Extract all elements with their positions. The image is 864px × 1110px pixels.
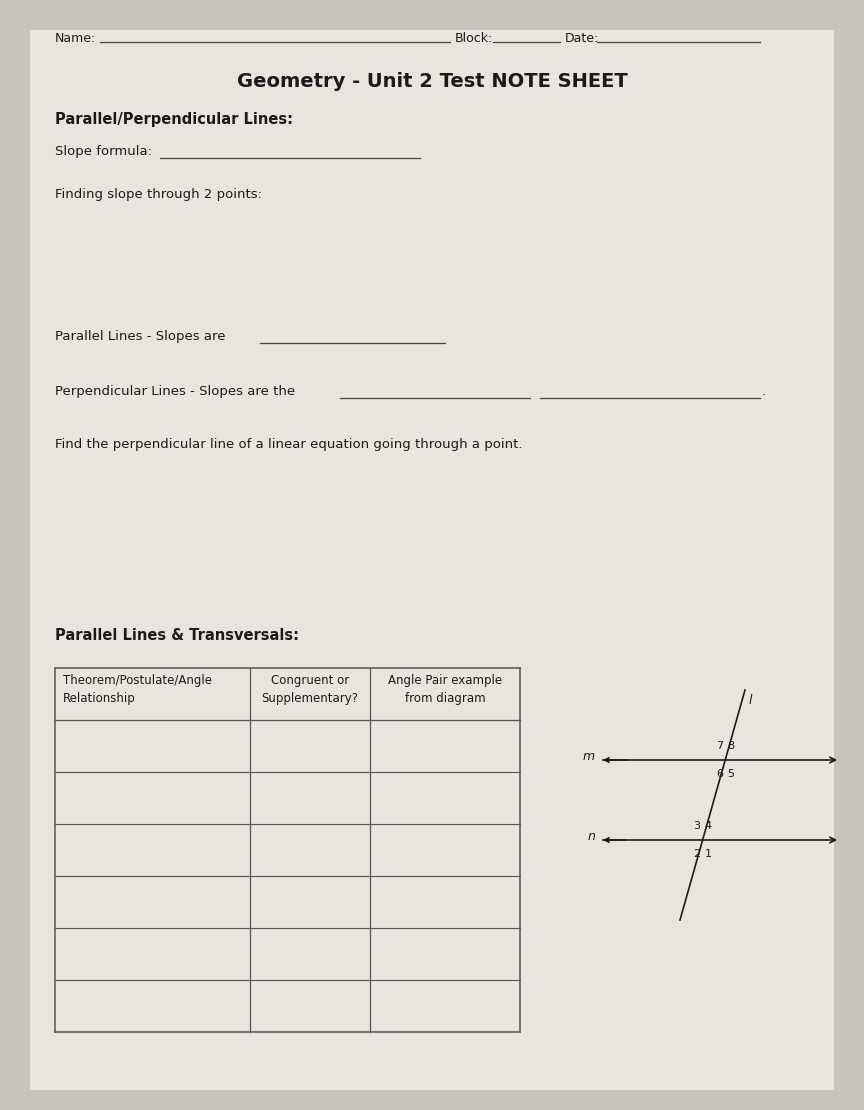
Text: .: . xyxy=(762,385,766,398)
Text: Slope formula:: Slope formula: xyxy=(55,145,152,158)
Text: Block:: Block: xyxy=(455,32,493,46)
Text: 2: 2 xyxy=(694,849,701,859)
Text: 3: 3 xyxy=(694,821,701,831)
Text: Parallel Lines & Transversals:: Parallel Lines & Transversals: xyxy=(55,628,299,643)
Text: 6: 6 xyxy=(716,769,723,779)
Text: l: l xyxy=(749,694,753,707)
Text: Date:: Date: xyxy=(565,32,600,46)
Text: Parallel Lines - Slopes are: Parallel Lines - Slopes are xyxy=(55,330,226,343)
Text: 4: 4 xyxy=(705,821,712,831)
Text: Find the perpendicular line of a linear equation going through a point.: Find the perpendicular line of a linear … xyxy=(55,438,523,451)
Text: Supplementary?: Supplementary? xyxy=(262,692,359,705)
Text: Theorem/Postulate/Angle: Theorem/Postulate/Angle xyxy=(63,674,212,687)
Text: Finding slope through 2 points:: Finding slope through 2 points: xyxy=(55,188,262,201)
Text: Perpendicular Lines - Slopes are the: Perpendicular Lines - Slopes are the xyxy=(55,385,295,398)
Text: m: m xyxy=(583,750,595,764)
Text: Parallel/Perpendicular Lines:: Parallel/Perpendicular Lines: xyxy=(55,112,293,127)
Text: Congruent or: Congruent or xyxy=(271,674,349,687)
Text: Relationship: Relationship xyxy=(63,692,136,705)
Text: 8: 8 xyxy=(727,741,734,751)
Text: 7: 7 xyxy=(716,741,723,751)
Text: from diagram: from diagram xyxy=(404,692,486,705)
Text: 5: 5 xyxy=(727,769,734,779)
Text: Name:: Name: xyxy=(55,32,96,46)
Text: Angle Pair example: Angle Pair example xyxy=(388,674,502,687)
Text: Geometry - Unit 2 Test NOTE SHEET: Geometry - Unit 2 Test NOTE SHEET xyxy=(237,72,627,91)
Text: n: n xyxy=(588,830,595,844)
Text: 1: 1 xyxy=(705,849,712,859)
